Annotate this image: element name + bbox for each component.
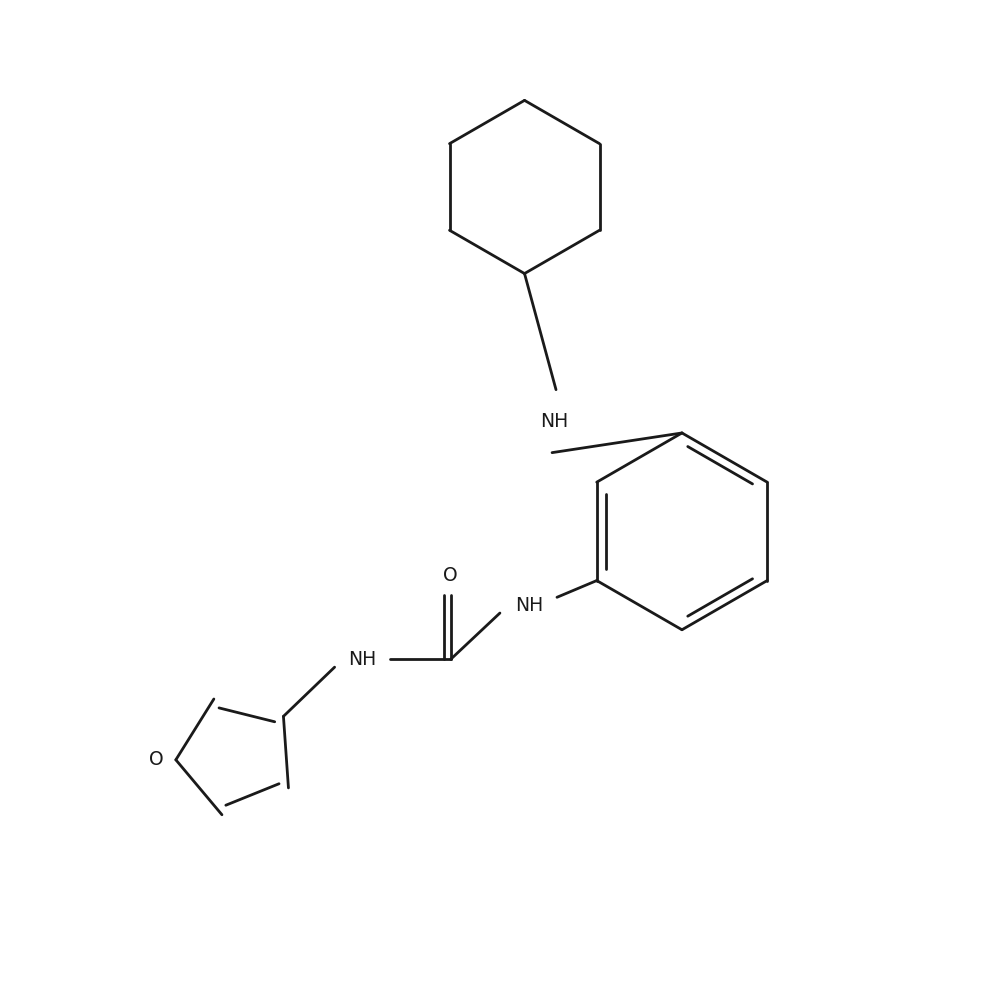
- Text: NH: NH: [348, 649, 376, 669]
- Text: NH: NH: [516, 595, 544, 615]
- Text: NH: NH: [540, 411, 568, 431]
- Text: O: O: [444, 566, 458, 585]
- Text: O: O: [148, 751, 163, 769]
